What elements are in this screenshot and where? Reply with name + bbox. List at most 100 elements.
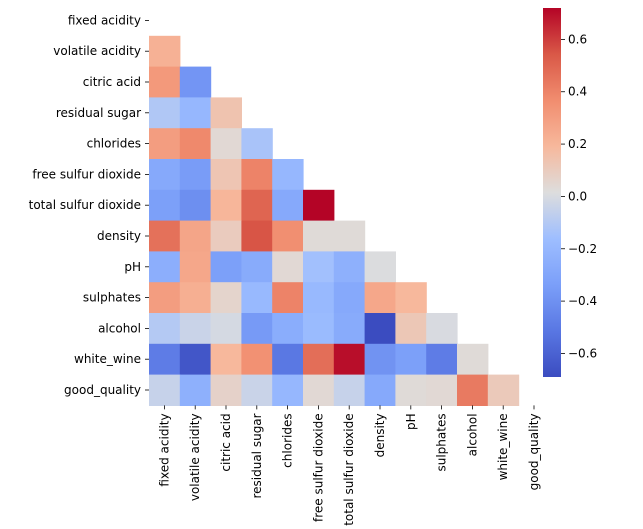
y-tick-label-white-wine: white_wine [74,352,141,366]
x-tick-label-fixed-acidity: fixed acidity [157,413,171,486]
cell-alcohol-density [364,313,396,345]
cell-density-total-sulfur-dioxide [333,220,366,252]
x-tick-label-ph: pH [404,413,418,430]
colorbar: 0.6 0.4 0.2 0.0 −0.2 −0.4 −0.6 [543,8,597,377]
cell-white-wine-fixed-acidity [149,343,181,376]
cell-ph-residual-sugar [241,251,273,283]
cell-density-citric-acid [210,220,242,252]
cell-alcohol-citric-acid [210,313,242,345]
x-tick-label-good-quality: good_quality [527,413,541,490]
cell-total-sulfur-dioxide-citric-acid [210,189,242,222]
cell-residual-sugar-volatile-acidity [179,97,212,129]
cell-chlorides-residual-sugar [241,128,273,160]
cell-white-wine-sulphates [426,343,458,376]
y-tick-label-good-quality: good_quality [64,383,141,397]
cell-sulphates-ph [395,282,427,314]
y-tick-label-fixed-acidity: fixed acidity [68,13,141,27]
cell-ph-density [364,251,396,283]
cell-total-sulfur-dioxide-free-sulfur-dioxide [303,189,335,222]
cell-free-sulfur-dioxide-volatile-acidity [179,159,212,191]
cell-good-quality-chlorides [272,374,304,406]
cell-free-sulfur-dioxide-citric-acid [210,159,242,191]
cell-density-residual-sugar [241,220,273,252]
cell-alcohol-ph [395,313,427,345]
x-tick-label-white-wine: white_wine [496,413,510,480]
cell-ph-volatile-acidity [179,251,212,283]
cell-volatile-acidity-fixed-acidity [149,35,181,68]
x-tick-label-density: density [373,413,387,457]
y-tick-label-alcohol: alcohol [98,321,141,335]
cell-density-free-sulfur-dioxide [303,220,335,252]
cell-ph-citric-acid [210,251,242,283]
cell-white-wine-citric-acid [210,343,242,376]
cell-white-wine-total-sulfur-dioxide [333,343,366,376]
cell-residual-sugar-fixed-acidity [149,97,181,129]
x-tick-label-chlorides: chlorides [281,413,295,467]
heatmap-cells [149,35,520,406]
colorbar-tick-label: −0.4 [568,294,597,308]
cell-chlorides-citric-acid [210,128,242,160]
cell-sulphates-fixed-acidity [149,282,181,314]
x-tick-label-sulphates: sulphates [435,413,449,471]
cell-total-sulfur-dioxide-volatile-acidity [179,189,212,222]
x-tick-label-volatile-acidity: volatile acidity [188,413,202,501]
cell-alcohol-volatile-acidity [179,313,212,345]
cell-citric-acid-volatile-acidity [179,66,212,98]
colorbar-tick-label: −0.6 [568,346,597,360]
cell-good-quality-density [364,374,396,406]
x-tick-label-alcohol: alcohol [465,413,479,456]
x-tick-labels: fixed acidity volatile acidity citric acid… [157,405,541,526]
cell-free-sulfur-dioxide-chlorides [272,159,304,191]
colorbar-tick-label: 0.2 [568,137,587,151]
cell-total-sulfur-dioxide-chlorides [272,189,304,222]
y-tick-label-citric-acid: citric acid [83,75,141,89]
cell-white-wine-alcohol [457,343,489,376]
cell-sulphates-total-sulfur-dioxide [333,282,366,314]
cell-chlorides-fixed-acidity [149,128,181,160]
cell-density-volatile-acidity [179,220,212,252]
cell-citric-acid-fixed-acidity [149,66,181,98]
cell-sulphates-residual-sugar [241,282,273,314]
cell-good-quality-free-sulfur-dioxide [303,374,335,406]
cell-good-quality-fixed-acidity [149,374,181,406]
cell-density-fixed-acidity [149,220,181,252]
cell-total-sulfur-dioxide-residual-sugar [241,189,273,222]
y-tick-label-density: density [97,229,141,243]
cell-good-quality-total-sulfur-dioxide [333,374,366,406]
cell-white-wine-residual-sugar [241,343,273,376]
cell-good-quality-ph [395,374,427,406]
cell-good-quality-residual-sugar [241,374,273,406]
y-tick-label-sulphates: sulphates [83,291,141,305]
colorbar-gradient [543,8,561,377]
cell-ph-chlorides [272,251,304,283]
cell-sulphates-citric-acid [210,282,242,314]
colorbar-tick-label: −0.2 [568,242,597,256]
y-tick-label-residual-sugar: residual sugar [56,106,141,120]
colorbar-tick-label: 0.0 [568,189,587,203]
colorbar-tick-label: 0.6 [568,32,587,46]
cell-alcohol-fixed-acidity [149,313,181,345]
y-tick-label-chlorides: chlorides [87,137,141,151]
cell-alcohol-total-sulfur-dioxide [333,313,366,345]
cell-ph-fixed-acidity [149,251,181,283]
cell-white-wine-density [364,343,396,376]
cell-white-wine-volatile-acidity [179,343,212,376]
cell-sulphates-chlorides [272,282,304,314]
cell-good-quality-sulphates [426,374,458,406]
y-tick-labels: fixed acidity volatile acidity citric acid… [29,13,149,397]
cell-good-quality-alcohol [457,374,489,406]
x-tick-label-total-sulfur-dioxide: total sulfur dioxide [342,413,356,525]
cell-ph-total-sulfur-dioxide [333,251,366,283]
x-tick-label-free-sulfur-dioxide: free sulfur dioxide [311,413,325,522]
y-tick-label-free-sulfur-dioxide: free sulfur dioxide [32,167,141,181]
cell-residual-sugar-citric-acid [210,97,242,129]
y-tick-label-total-sulfur-dioxide: total sulfur dioxide [29,198,141,212]
cell-good-quality-white-wine [487,374,520,406]
cell-density-chlorides [272,220,304,252]
cell-chlorides-volatile-acidity [179,128,212,160]
cell-alcohol-sulphates [426,313,458,345]
x-tick-label-residual-sugar: residual sugar [250,413,264,498]
cell-good-quality-citric-acid [210,374,242,406]
cell-total-sulfur-dioxide-fixed-acidity [149,189,181,222]
